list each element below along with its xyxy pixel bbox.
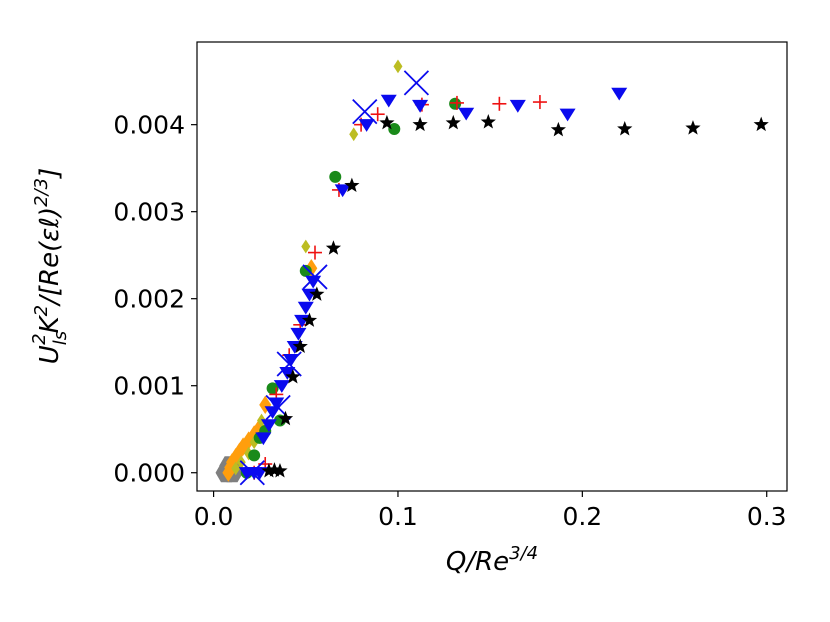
data-point-circle — [329, 170, 342, 183]
data-point-triangle-down — [260, 419, 277, 433]
data-point-star — [309, 286, 325, 301]
data-point-triangle-down — [509, 99, 526, 113]
data-point-star — [550, 121, 566, 137]
plot-frame — [196, 41, 788, 492]
y-tick-label: 0.001 — [113, 372, 185, 401]
y-tick-label: 0.004 — [113, 111, 185, 140]
data-point-triangle-down — [290, 327, 307, 341]
data-point-star — [272, 462, 288, 478]
data-point-plus — [492, 96, 507, 111]
data-point-plus — [532, 95, 547, 110]
data-point-star — [285, 369, 301, 384]
y-tick-label: 0.002 — [113, 285, 185, 314]
data-point-x — [239, 460, 265, 486]
data-point-star — [277, 410, 294, 426]
data-point-star — [344, 177, 360, 193]
data-point-star — [292, 338, 308, 354]
data-point-triangle-down — [273, 380, 290, 393]
y-axis-ticks: 0.000 0.001 0.002 0.003 0.004 — [113, 111, 197, 488]
data-point-star — [445, 114, 461, 130]
data-point-triangle-down — [255, 432, 272, 446]
x-tick-label: 0.0 — [194, 502, 234, 531]
x-tick-label: 0.1 — [378, 502, 418, 531]
data-point-star — [325, 240, 342, 255]
data-point-star — [301, 312, 318, 327]
y-tick-label: 0.000 — [113, 459, 185, 488]
x-axis-label: Q/Re3/4 — [446, 543, 538, 577]
data-point-diamond — [231, 461, 241, 476]
data-point-star — [685, 120, 701, 135]
data-point-star — [753, 116, 769, 132]
data-point-plus — [308, 245, 322, 260]
data-point-diamond — [349, 127, 359, 142]
data-point-star — [261, 462, 277, 478]
data-point-diamond — [301, 239, 311, 254]
data-point-x — [302, 264, 328, 290]
data-points — [215, 59, 769, 486]
data-point-diamond — [257, 413, 267, 428]
data-point-triangle-down — [358, 119, 375, 132]
x-tick-label: 0.2 — [562, 502, 602, 531]
data-point-star — [379, 114, 395, 130]
data-point-triangle-down — [297, 301, 314, 315]
x-tick-label: 0.3 — [747, 502, 787, 531]
data-point-circle — [388, 123, 401, 136]
data-point-triangle-down — [334, 184, 351, 198]
data-point-star — [412, 116, 428, 132]
data-point-triangle-down — [412, 99, 429, 113]
data-point-circle — [299, 264, 312, 277]
data-point-triangle-down — [458, 107, 475, 121]
data-point-diamond — [393, 59, 403, 74]
data-point-x — [403, 70, 430, 96]
x-axis-ticks: 0.0 0.1 0.2 0.3 — [194, 491, 787, 531]
data-point-star — [617, 121, 633, 136]
data-point-circle — [248, 449, 261, 462]
data-point-x — [276, 351, 302, 377]
y-tick-label: 0.003 — [113, 198, 185, 227]
data-point-triangle-down — [559, 108, 576, 122]
data-point-plus — [449, 95, 464, 110]
data-point-triangle-down — [380, 94, 397, 108]
data-point-x — [352, 98, 378, 125]
y-axis-label: Uls2K2/[Re(εℓ)2/3] — [29, 168, 71, 365]
data-point-circle — [449, 97, 462, 110]
data-point-star — [480, 114, 496, 129]
data-point-triangle-down — [611, 87, 628, 101]
data-point-plus — [370, 107, 385, 122]
